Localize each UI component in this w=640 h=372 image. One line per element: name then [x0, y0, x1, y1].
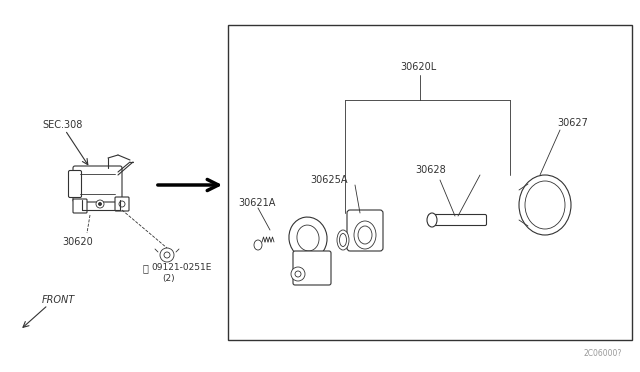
Circle shape: [164, 252, 170, 258]
Text: 30628: 30628: [415, 165, 445, 175]
Ellipse shape: [354, 221, 376, 249]
FancyBboxPatch shape: [347, 210, 383, 251]
Ellipse shape: [337, 230, 349, 250]
Text: 30621A: 30621A: [238, 198, 275, 208]
Text: 30627: 30627: [557, 118, 588, 128]
Ellipse shape: [358, 226, 372, 244]
Ellipse shape: [519, 175, 571, 235]
Text: (2): (2): [162, 273, 175, 282]
Ellipse shape: [427, 213, 437, 227]
Bar: [228, 25, 632, 340]
Text: 09121-0251E: 09121-0251E: [151, 263, 211, 273]
Circle shape: [119, 201, 125, 207]
FancyBboxPatch shape: [115, 197, 129, 211]
Text: 30620L: 30620L: [400, 62, 436, 72]
FancyBboxPatch shape: [429, 215, 486, 225]
Circle shape: [295, 271, 301, 277]
Ellipse shape: [525, 181, 565, 229]
Text: 30620: 30620: [62, 237, 93, 247]
Text: FRONT: FRONT: [42, 295, 76, 305]
Ellipse shape: [339, 234, 346, 247]
Circle shape: [96, 200, 104, 208]
Circle shape: [99, 202, 102, 205]
FancyBboxPatch shape: [68, 170, 81, 198]
Circle shape: [291, 267, 305, 281]
Circle shape: [160, 248, 174, 262]
Text: 2C06000?: 2C06000?: [584, 349, 622, 358]
Text: Ⓑ: Ⓑ: [143, 263, 149, 273]
Text: SEC.308: SEC.308: [42, 120, 83, 130]
Text: 30625A: 30625A: [310, 175, 348, 185]
Ellipse shape: [289, 217, 327, 259]
Ellipse shape: [254, 240, 262, 250]
FancyBboxPatch shape: [73, 166, 122, 202]
Ellipse shape: [528, 184, 562, 226]
FancyBboxPatch shape: [293, 251, 331, 285]
FancyBboxPatch shape: [73, 199, 87, 213]
Ellipse shape: [297, 225, 319, 251]
